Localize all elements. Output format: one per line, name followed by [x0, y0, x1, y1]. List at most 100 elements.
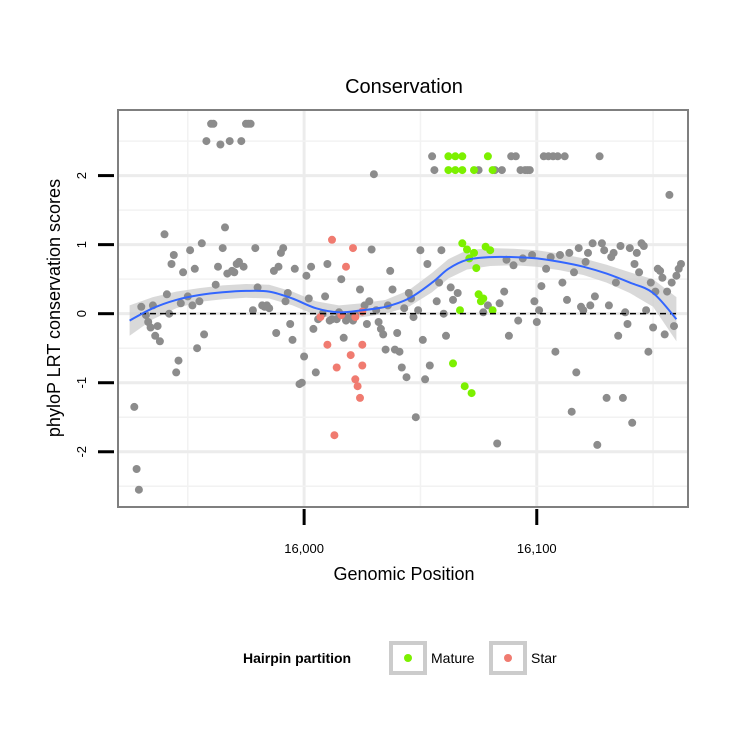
point-mature — [451, 166, 460, 175]
point-other — [151, 331, 160, 340]
point-other — [397, 363, 406, 372]
y-axis-ticks: -2 -1 0 1 2 — [74, 172, 114, 458]
point-other — [374, 318, 383, 326]
point-mature — [483, 152, 492, 161]
point-other — [169, 251, 178, 259]
point-other — [630, 260, 639, 268]
legend-title: Hairpin partition — [243, 650, 351, 666]
point-other — [670, 322, 678, 331]
point-other — [132, 465, 141, 473]
point-other — [197, 239, 206, 248]
point-star — [328, 235, 336, 244]
point-other — [432, 297, 441, 306]
point-other — [572, 368, 581, 377]
point-other — [239, 262, 248, 271]
point-other — [437, 246, 446, 255]
point-mature — [486, 246, 495, 255]
point-other — [188, 301, 197, 310]
point-other — [274, 262, 283, 271]
legend-label-star: Star — [531, 650, 557, 666]
point-other — [160, 230, 169, 239]
point-other — [442, 331, 450, 340]
point-other — [565, 248, 574, 257]
point-other — [551, 347, 560, 356]
point-star — [332, 363, 341, 372]
point-other — [416, 246, 425, 255]
point-mature — [449, 359, 457, 368]
point-other — [411, 413, 420, 422]
point-other — [179, 268, 188, 277]
point-other — [225, 137, 234, 146]
smooth-confidence-band — [129, 248, 677, 342]
point-other — [425, 361, 434, 370]
point-other — [388, 285, 397, 294]
x-tick-label: 16,100 — [517, 541, 557, 556]
point-other — [593, 440, 602, 449]
point-other — [302, 271, 311, 280]
point-other — [500, 287, 509, 296]
point-other — [535, 306, 544, 315]
x-tick-label: 16,000 — [284, 541, 324, 556]
point-other — [604, 301, 613, 310]
point-other — [663, 287, 672, 296]
point-other — [497, 166, 506, 175]
point-other — [146, 323, 155, 332]
point-other — [418, 335, 427, 344]
point-other — [435, 278, 444, 287]
point-other — [248, 306, 257, 315]
point-other — [446, 283, 455, 292]
point-other — [381, 345, 390, 354]
y-axis-title: phyloP LRT conservation scores — [44, 179, 64, 437]
point-other — [321, 292, 330, 301]
point-other — [200, 330, 209, 339]
point-other — [155, 337, 164, 346]
point-star — [353, 382, 362, 391]
point-other — [365, 297, 374, 306]
point-other — [570, 268, 578, 277]
point-other — [656, 266, 665, 275]
point-other — [614, 331, 623, 340]
legend-swatch-star — [504, 654, 512, 662]
point-star — [358, 361, 367, 370]
point-other — [665, 190, 674, 199]
point-other — [644, 347, 653, 356]
point-other — [511, 152, 520, 161]
point-other — [186, 246, 195, 255]
point-other — [430, 166, 439, 175]
point-other — [677, 260, 685, 268]
point-star — [346, 351, 355, 360]
point-other — [202, 137, 211, 146]
point-other — [646, 278, 655, 287]
legend-item-mature: Mature — [389, 641, 475, 675]
y-tick-label: 1 — [74, 241, 89, 248]
point-other — [393, 329, 402, 337]
point-other — [309, 324, 318, 333]
point-other — [632, 248, 641, 257]
point-other — [642, 306, 651, 315]
point-other — [337, 275, 346, 284]
point-other — [323, 260, 332, 268]
point-other — [579, 306, 588, 315]
point-other — [279, 244, 288, 253]
point-other — [560, 152, 569, 161]
point-other — [367, 245, 376, 254]
point-mature — [458, 239, 467, 248]
point-other — [414, 306, 423, 315]
point-other — [625, 244, 634, 253]
point-star — [351, 313, 360, 322]
point-other — [602, 393, 611, 402]
y-tick-label: 0 — [74, 310, 89, 317]
point-other — [532, 318, 541, 326]
point-other — [304, 294, 313, 303]
point-star — [351, 375, 360, 384]
point-other — [479, 308, 488, 317]
point-other — [600, 246, 609, 255]
y-tick-label: 2 — [74, 172, 89, 179]
point-other — [246, 119, 255, 128]
point-mature — [470, 166, 478, 175]
point-other — [504, 331, 513, 340]
point-other — [449, 295, 457, 304]
point-mature — [467, 389, 476, 398]
point-other — [609, 248, 618, 257]
